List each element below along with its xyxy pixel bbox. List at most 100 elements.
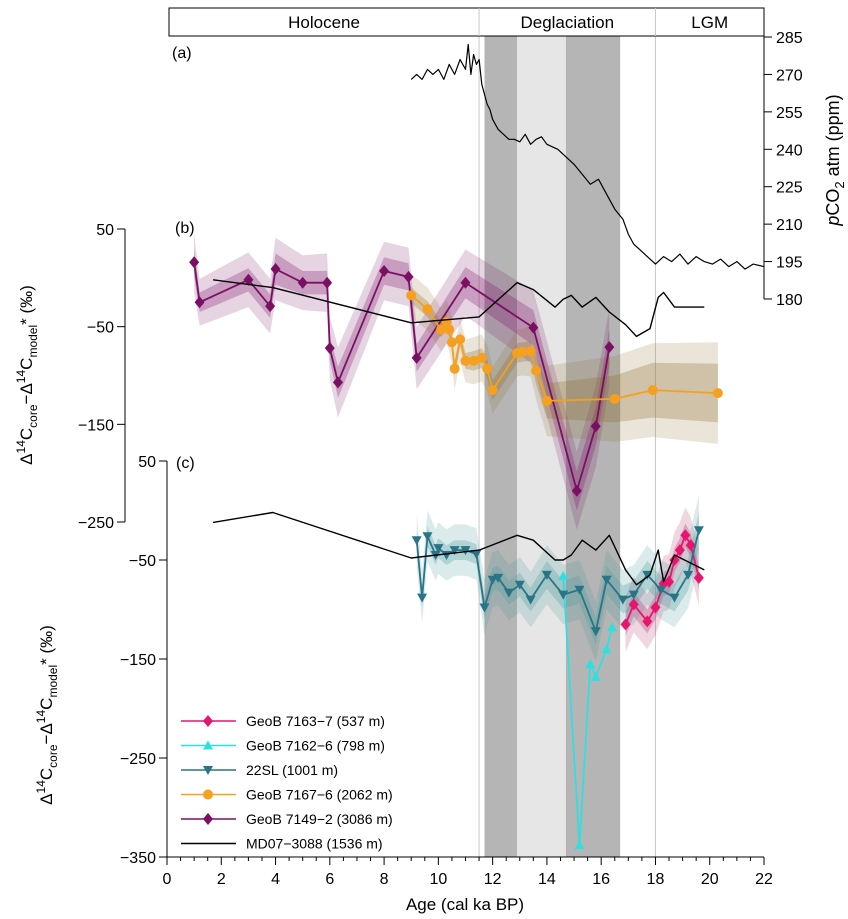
data-point (411, 351, 422, 364)
x-tick-label: 4 (271, 871, 280, 888)
data-point (607, 622, 618, 632)
x-tick-label: 12 (484, 871, 502, 888)
panel-a-co2: 180 195 210 225 240 255 270 285 (a) pCO2 atm (ppm… (172, 30, 847, 309)
panel-label-a: (a) (172, 45, 192, 62)
uncertainty-band-inner (416, 512, 699, 646)
data-point (514, 580, 525, 590)
shaded-intervals (478, 36, 656, 857)
x-tick-label: 6 (325, 871, 334, 888)
data-point (674, 544, 685, 557)
data-point (620, 618, 631, 631)
co2-axis-tick-label: 285 (776, 30, 803, 47)
data-point (574, 840, 585, 850)
panel-b-axis-tick-label: −250 (78, 515, 114, 532)
panel-c-axis-tick-label: −350 (120, 850, 156, 867)
data-point (693, 526, 704, 536)
panel-c-axis-tick-label: −150 (120, 652, 156, 669)
x-axis: Age (cal ka BP) 0 2 4 6 8 10 12 14 16 18 20 22 (163, 856, 773, 914)
legend-marker (203, 766, 213, 775)
data-point (422, 304, 433, 315)
legend-marker (203, 715, 213, 727)
legend-entry-label: MD07−3088 (1536 m) (246, 836, 383, 852)
header-period-label: Deglaciation (520, 13, 614, 32)
data-point (449, 363, 460, 374)
data-point (422, 532, 433, 542)
data-point (322, 276, 333, 289)
data-point (436, 324, 447, 335)
data-point (647, 385, 658, 396)
co2-axis-tick-label: 255 (776, 105, 803, 122)
data-point (379, 264, 390, 277)
data-point (590, 627, 601, 637)
panel-b-axis-tick-label: −150 (78, 417, 114, 434)
legend: GeoB 7163−7 (537 m) GeoB 7162−6 (798 m) 22… (181, 713, 393, 852)
data-point (541, 395, 552, 406)
panel-c-axis-tick-label: −50 (129, 553, 156, 570)
data-point (503, 588, 514, 598)
data-point (433, 544, 444, 554)
data-point (471, 550, 482, 560)
data-point (558, 590, 569, 600)
data-point (444, 324, 455, 335)
data-point (324, 342, 335, 355)
header-frame (168, 7, 765, 37)
co2-axis-tick-label: 195 (776, 255, 803, 272)
data-point (680, 529, 691, 542)
x-tick-label: 16 (592, 871, 610, 888)
shaded-band-2 (560, 36, 566, 857)
uncertainty-band-inner (411, 287, 718, 423)
x-axis-label: Age (cal ka BP) (406, 895, 524, 914)
legend-marker (203, 740, 213, 750)
panel-b-axis-label: Δ14Ccore−Δ14Cmodel* (‰) (14, 285, 40, 465)
co2-axis-tick-label: 240 (776, 142, 803, 159)
data-point (468, 355, 479, 366)
data-point (558, 570, 569, 580)
data-point (650, 601, 661, 614)
series-line (213, 279, 705, 338)
shaded-band-1 (517, 36, 561, 857)
period-header: Holocene Deglaciation LGM (168, 7, 765, 37)
co2-axis-tick-label: 225 (776, 180, 803, 197)
data-point (712, 388, 723, 399)
data-point (493, 573, 504, 583)
panel-b-axis-tick-label: −50 (87, 320, 114, 337)
panel-c-delta14c: 50 −50 −150 −250 −350 Δ14Ccore−Δ14Cmodel* (‰)… (34, 454, 705, 867)
co2-axis-label: pCO2 atm (ppm) (823, 94, 847, 226)
data-point (528, 321, 539, 334)
data-point (487, 385, 498, 396)
series-line (212, 511, 705, 586)
header-period-label: Holocene (288, 13, 360, 32)
data-point (194, 296, 205, 309)
data-point (406, 290, 417, 301)
data-point (664, 575, 675, 588)
x-tick-label: 0 (163, 871, 172, 888)
data-point (693, 571, 704, 584)
co2-axis-tick-label: 180 (776, 292, 803, 309)
data-point (517, 347, 528, 358)
x-tick-label: 18 (647, 871, 665, 888)
data-point (482, 363, 493, 374)
data-point (243, 273, 254, 286)
data-point (574, 585, 585, 595)
legend-marker (203, 813, 213, 825)
x-tick-label: 14 (538, 871, 556, 888)
data-point (417, 593, 428, 603)
data-point (479, 603, 490, 613)
panel-b-axis-tick-label: 50 (96, 222, 114, 239)
data-point (628, 590, 639, 600)
data-point (460, 276, 471, 289)
legend-entry-label: GeoB 7167−6 (2062 m) (246, 787, 393, 803)
panel-c-axis-label: Δ14Ccore−Δ14Cmodel* (‰) (34, 625, 60, 805)
data-point (609, 393, 620, 404)
data-point (189, 256, 200, 269)
data-point (487, 575, 498, 585)
shaded-band-0 (484, 36, 518, 857)
x-tick-label: 20 (701, 871, 719, 888)
panel-c-axis-tick-label: −250 (120, 751, 156, 768)
data-point (525, 595, 536, 605)
data-point (571, 484, 582, 497)
data-point (332, 376, 343, 389)
data-point (601, 644, 612, 654)
x-tick-label: 8 (380, 871, 389, 888)
